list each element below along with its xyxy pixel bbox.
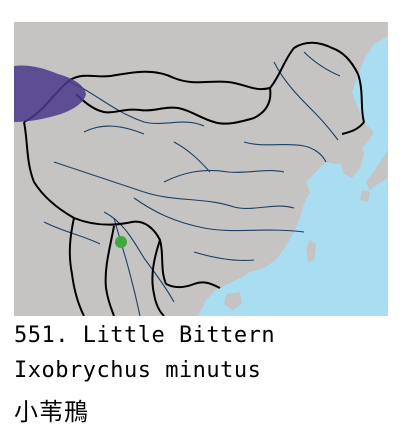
scientific-name: Ixobrychus minutus: [14, 358, 262, 383]
hainan-land: [224, 292, 242, 310]
japan-land: [366, 150, 388, 190]
chinese-name: 小苇鳽: [14, 398, 89, 426]
breeding-range: [14, 65, 86, 122]
rivers: [43, 51, 341, 316]
land-mass: [14, 22, 388, 316]
species-number-and-name: 551. Little Bittern: [14, 323, 276, 348]
record-point: [115, 236, 127, 248]
korea-land: [336, 130, 364, 178]
country-borders: [23, 41, 366, 316]
range-map: [14, 22, 388, 316]
taiwan-land: [306, 240, 316, 262]
kyushu-land: [360, 190, 370, 202]
